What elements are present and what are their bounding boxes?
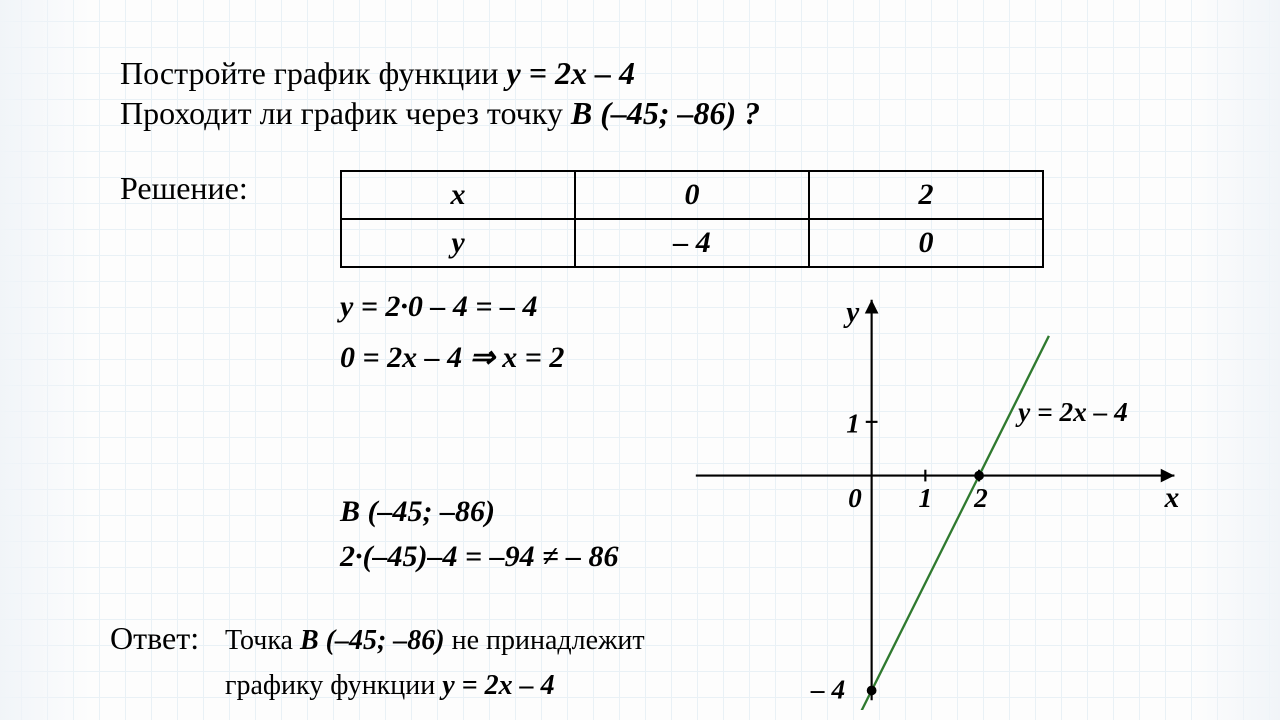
table-row: y – 4 0 [341, 219, 1043, 267]
graph-line [853, 336, 1049, 710]
x-axis-arrow [1161, 469, 1175, 483]
x-tick-label-1: 1 [919, 483, 933, 513]
calc-line-1: y = 2·0 – 4 = – 4 [340, 290, 538, 324]
cell-y-header: y [341, 219, 575, 267]
answer-1-pre: Точка [225, 625, 300, 656]
answer-2-pre: графику функции [225, 670, 442, 701]
origin-label: 0 [848, 483, 862, 513]
function-graph: y x 0 1 2 1 – 4 y = 2x – 4 [680, 290, 1200, 710]
cell-x-0: 0 [575, 171, 809, 219]
point-2-0 [974, 471, 984, 481]
answer-1-point: B (–45; –86) [300, 625, 445, 656]
page: { "prompt": { "line1_pre": "Постройте гр… [0, 0, 1280, 720]
answer-1-post: не принадлежит [445, 625, 645, 656]
prompt-2-point: B (–45; –86) ? [571, 95, 760, 131]
cell-y-1: 0 [809, 219, 1043, 267]
prompt-1-text: Постройте график функции [120, 55, 507, 91]
cell-y-0: – 4 [575, 219, 809, 267]
solution-label: Решение: [120, 170, 248, 207]
table-row: x 0 2 [341, 171, 1043, 219]
prompt-line-2: Проходит ли график через точку B (–45; –… [120, 95, 760, 132]
calc-line-2: 0 = 2x – 4 ⇒ x = 2 [340, 340, 564, 375]
vignette-left [0, 0, 90, 720]
answer-label: Ответ: [110, 620, 199, 657]
cell-x-1: 2 [809, 171, 1043, 219]
y-tick-label-1: 1 [846, 409, 860, 439]
y-axis-label: y [843, 296, 860, 328]
vignette-right [1190, 0, 1280, 720]
y-tick-label-m4: – 4 [810, 674, 845, 704]
cell-x-header: x [341, 171, 575, 219]
x-tick-label-2: 2 [973, 483, 988, 513]
answer-line-2: графику функции y = 2x – 4 [225, 670, 555, 702]
point-0-m4 [867, 686, 877, 696]
x-axis-label: x [1164, 482, 1180, 514]
answer-line-1: Точка B (–45; –86) не принадлежит [225, 625, 645, 657]
prompt-line-1: Постройте график функции y = 2x – 4 [120, 55, 635, 92]
equation-label: y = 2x – 4 [1015, 397, 1128, 427]
answer-2-fn: y = 2x – 4 [442, 670, 554, 701]
y-axis-arrow [865, 300, 879, 314]
prompt-2-text: Проходит ли график через точку [120, 95, 571, 131]
prompt-1-fn: y = 2x – 4 [507, 55, 635, 91]
calc-b-check: 2·(–45)–4 = –94 ≠ – 86 [340, 540, 619, 574]
calc-b-point: B (–45; –86) [340, 495, 495, 529]
xy-table: x 0 2 y – 4 0 [340, 170, 1044, 268]
